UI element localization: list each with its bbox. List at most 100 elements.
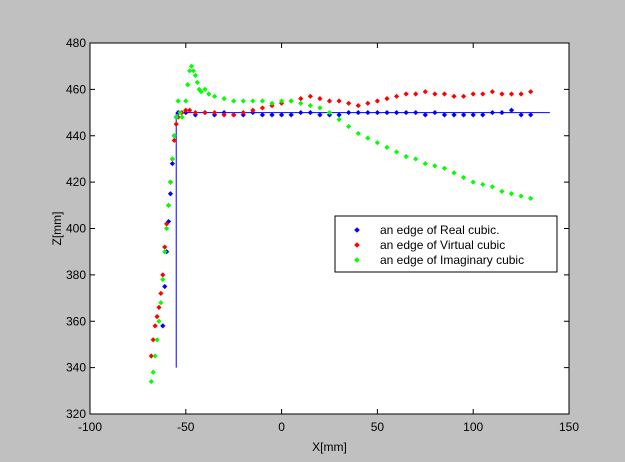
data-point (185, 82, 191, 88)
data-point (336, 112, 342, 118)
data-point (187, 68, 193, 74)
data-point (154, 337, 160, 343)
data-point (154, 314, 160, 320)
data-point (192, 109, 198, 116)
data-point (374, 98, 380, 104)
data-point (384, 144, 390, 150)
legend-marker (354, 257, 360, 263)
data-point (187, 107, 193, 113)
data-point (190, 68, 197, 74)
data-point (240, 98, 246, 104)
data-point (150, 337, 156, 343)
data-point (508, 107, 515, 113)
data-point (413, 91, 419, 97)
data-point (160, 276, 166, 283)
data-point (470, 112, 476, 118)
data-point (148, 353, 154, 359)
data-point (269, 100, 275, 106)
data-point (259, 105, 266, 111)
data-point (355, 109, 361, 116)
y-axis-label: Z[mm] (50, 212, 64, 246)
legend-box (334, 215, 558, 273)
data-point (384, 109, 390, 116)
data-point (317, 112, 323, 118)
x-tick-label: 150 (559, 420, 579, 434)
data-point (374, 140, 380, 146)
y-tick-label: 440 (66, 129, 86, 143)
data-point (461, 174, 467, 181)
data-point (403, 154, 409, 160)
data-point (441, 91, 448, 97)
data-point (221, 112, 227, 118)
y-tick-label: 480 (66, 36, 86, 50)
data-point (259, 98, 266, 104)
data-point (518, 193, 524, 199)
data-point (164, 225, 170, 232)
data-point (152, 353, 158, 359)
data-point (346, 123, 352, 130)
data-point (175, 98, 181, 104)
data-point (489, 89, 495, 95)
data-point (451, 112, 457, 118)
data-point (461, 112, 467, 118)
x-axis-label: X[mm] (312, 440, 347, 454)
data-point (221, 96, 227, 102)
reference-lines (175, 112, 550, 368)
data-point (336, 98, 342, 104)
data-point (480, 181, 486, 188)
data-point (183, 107, 189, 113)
y-tick-label: 320 (66, 407, 86, 421)
data-point (211, 93, 218, 99)
data-point (518, 91, 524, 97)
data-point (279, 112, 285, 118)
data-point (167, 179, 174, 185)
data-point (499, 91, 505, 97)
y-tick-label: 360 (66, 314, 86, 328)
data-point (489, 184, 495, 190)
data-point (307, 109, 313, 116)
data-point (298, 96, 304, 102)
data-point (198, 89, 204, 95)
data-point (508, 91, 515, 97)
data-point (384, 96, 390, 102)
data-point (307, 93, 313, 99)
data-point (279, 98, 285, 104)
data-point (413, 156, 419, 162)
data-point (346, 109, 352, 116)
data-point (451, 170, 457, 176)
legend-marker (354, 242, 360, 248)
data-point (202, 86, 208, 92)
data-point (173, 121, 179, 127)
data-point (167, 191, 174, 197)
data-point (403, 109, 409, 116)
data-point (422, 112, 428, 118)
data-point (489, 109, 495, 116)
data-point (480, 91, 486, 97)
data-point (156, 304, 162, 310)
data-point (148, 378, 154, 385)
data-point (202, 109, 208, 116)
data-point (518, 112, 524, 118)
x-tick-label: -50 (177, 420, 195, 434)
data-point (528, 89, 534, 95)
data-point (194, 79, 200, 86)
y-tick-label: 380 (66, 268, 86, 282)
series-layer (148, 63, 534, 385)
data-point (156, 318, 162, 324)
data-point (346, 100, 352, 106)
data-point (432, 163, 438, 169)
x-tick-labels: -100 -50 0 50 100 150 (78, 420, 579, 434)
data-point (326, 98, 333, 104)
data-point (422, 160, 428, 167)
data-point (288, 98, 294, 104)
data-point (355, 130, 361, 137)
data-point (413, 109, 419, 116)
data-point (528, 112, 534, 118)
data-point (355, 103, 361, 109)
data-point (164, 221, 170, 227)
data-point (177, 109, 183, 116)
data-point (432, 109, 438, 116)
data-point (508, 191, 515, 197)
